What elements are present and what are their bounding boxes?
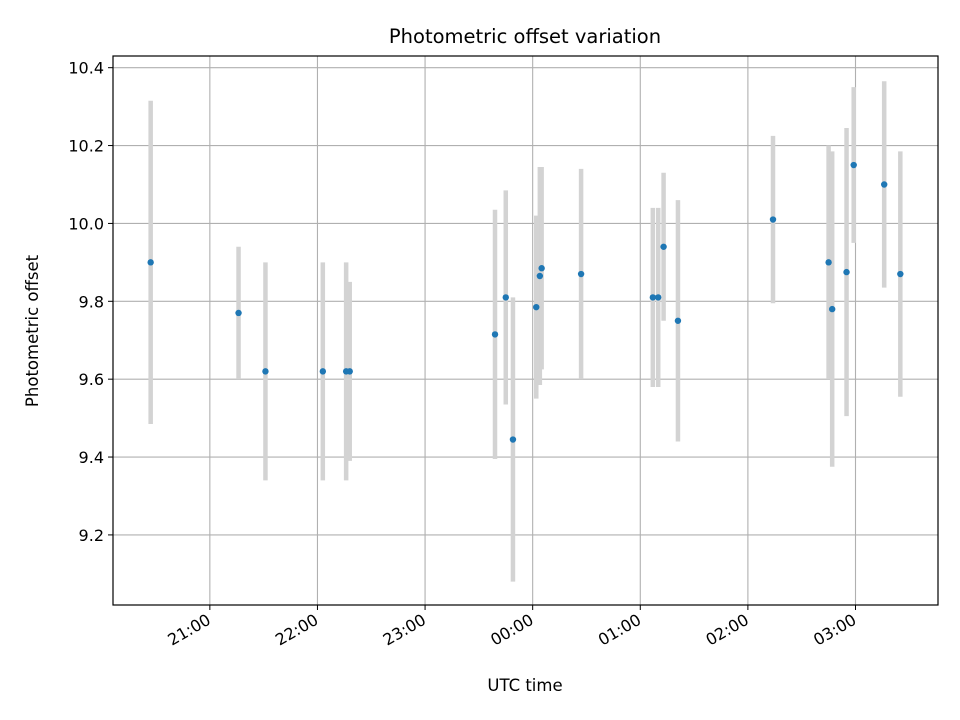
y-axis-label: Photometric offset bbox=[23, 254, 42, 407]
plot-area bbox=[113, 56, 938, 605]
data-point bbox=[536, 272, 544, 280]
data-point bbox=[577, 270, 585, 278]
y-tick-label: 9.4 bbox=[79, 448, 104, 467]
y-axis-ticks: 9.2 9.4 9.6 9.8 10.0 10.2 10.4 bbox=[68, 59, 113, 545]
y-tick-label: 10.4 bbox=[68, 59, 104, 78]
x-axis-label: UTC time bbox=[487, 676, 562, 695]
data-point bbox=[533, 303, 540, 311]
data-point bbox=[649, 294, 657, 301]
data-point bbox=[346, 368, 353, 375]
data-point bbox=[655, 294, 662, 301]
data-point bbox=[674, 317, 682, 324]
data-point bbox=[769, 216, 777, 223]
y-tick-label: 10.2 bbox=[68, 137, 104, 156]
chart-title: Photometric offset variation bbox=[389, 25, 661, 48]
data-point bbox=[850, 161, 857, 169]
data-point bbox=[491, 331, 499, 338]
data-points bbox=[147, 161, 904, 443]
data-point bbox=[843, 268, 850, 276]
data-point bbox=[319, 368, 327, 375]
data-point bbox=[538, 265, 545, 272]
data-point bbox=[235, 309, 242, 317]
grid bbox=[113, 56, 938, 605]
data-point bbox=[262, 368, 269, 375]
data-point bbox=[660, 243, 667, 250]
data-point bbox=[897, 270, 904, 278]
y-tick-label: 10.0 bbox=[68, 214, 104, 233]
data-point bbox=[828, 305, 836, 313]
y-tick-label: 9.6 bbox=[79, 370, 104, 389]
data-point bbox=[825, 259, 832, 266]
data-point bbox=[147, 259, 154, 266]
data-point bbox=[880, 181, 888, 188]
y-tick-label: 9.8 bbox=[79, 292, 104, 311]
y-tick-label: 9.2 bbox=[79, 526, 104, 545]
axes-frame bbox=[112, 55, 939, 606]
data-point bbox=[502, 294, 509, 301]
data-point bbox=[509, 436, 517, 443]
